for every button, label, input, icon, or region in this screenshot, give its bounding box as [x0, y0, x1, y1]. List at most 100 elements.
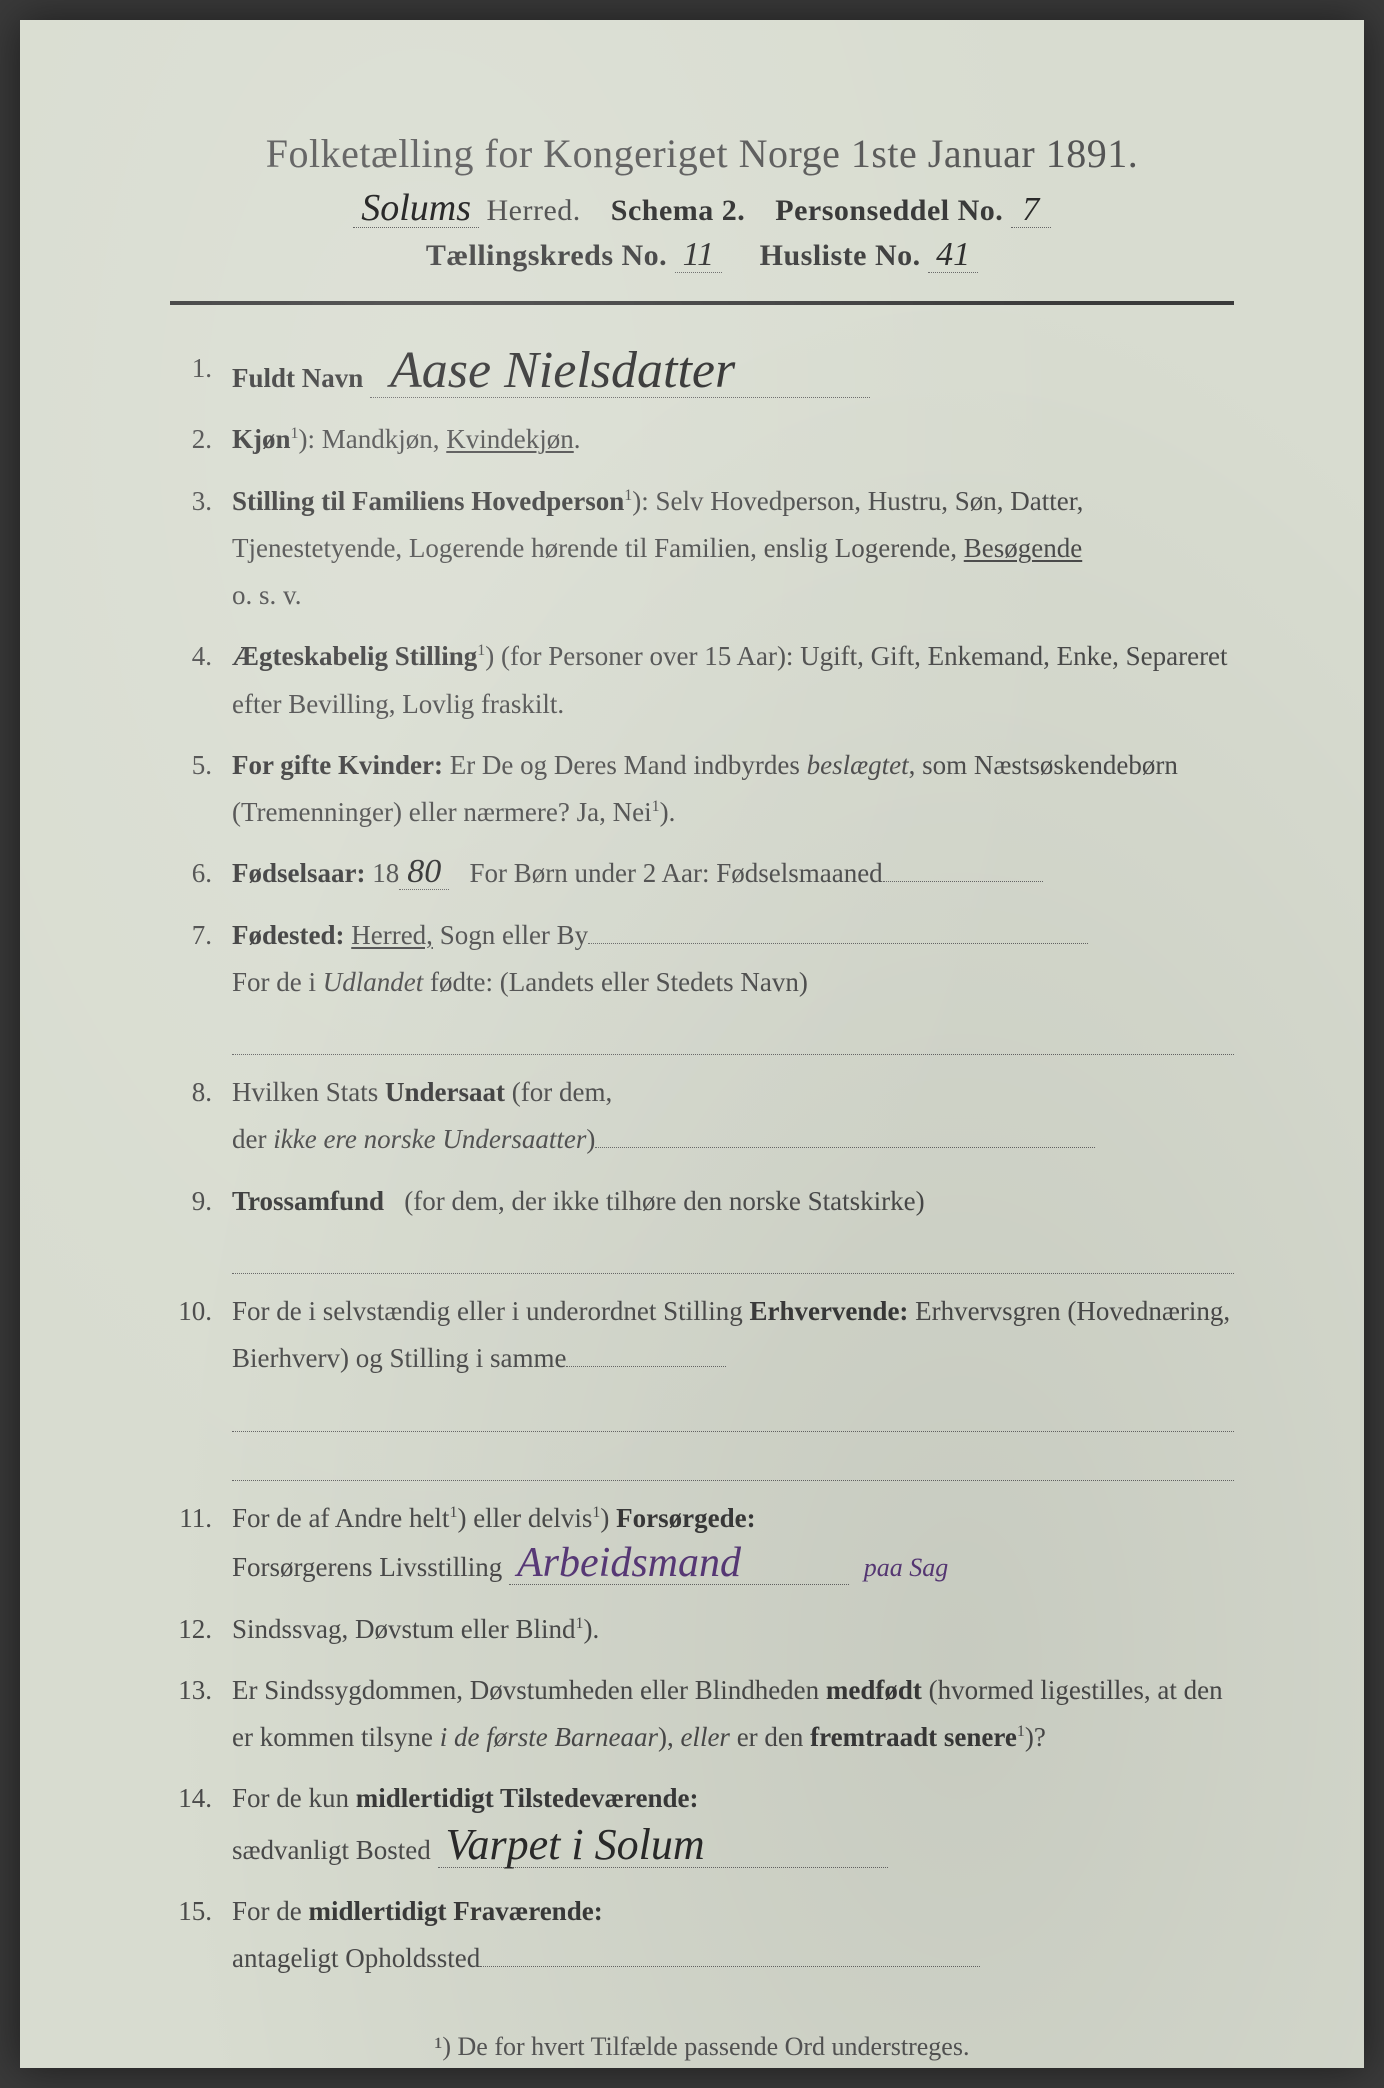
text: ) [586, 1124, 595, 1154]
bold-text: fremtraadt senere [810, 1722, 1017, 1752]
text: sædvanligt Bosted [232, 1835, 431, 1865]
text: Sindssvag, Døvstum eller Blind [232, 1614, 576, 1644]
text: For Børn under 2 Aar: Fødselsmaaned [469, 858, 882, 888]
item-11: 11. For de af Andre helt1) eller delvis1… [170, 1495, 1234, 1592]
item-2: 2. Kjøn1): Mandkjøn, Kvindekjøn. [170, 416, 1234, 463]
text: Sogn eller By [433, 920, 588, 950]
text: ), [658, 1722, 681, 1752]
item-number: 9. [170, 1178, 232, 1274]
blank-field [595, 1119, 1095, 1149]
herred-label: Herred. [487, 194, 581, 227]
text: o. s. v. [232, 580, 302, 610]
personseddel-value: 7 [1011, 193, 1051, 228]
item-number: 1. [170, 345, 232, 402]
item-body: Fødested: Herred, Sogn eller By For de i… [232, 912, 1234, 1056]
label-gifte-kvinder: For gifte Kvinder: [232, 750, 443, 780]
herred-value: Solums [353, 189, 479, 228]
item-number: 7. [170, 912, 232, 1056]
text: For de af Andre helt [232, 1503, 449, 1533]
blank-field [588, 914, 1088, 944]
item-number: 12. [170, 1606, 232, 1653]
item-body: Kjøn1): Mandkjøn, Kvindekjøn. [232, 416, 1234, 463]
label-fuldt-navn: Fuldt Navn [232, 363, 363, 393]
blank-line [232, 1012, 1234, 1055]
item-body: Er Sindssygdommen, Døvstumheden eller Bl… [232, 1667, 1234, 1762]
blank-field [883, 853, 1043, 883]
item-number: 11. [170, 1495, 232, 1592]
text-italic: i de første Barneaar [440, 1722, 658, 1752]
text: Hvilken Stats [232, 1077, 385, 1107]
footnote-marker: ¹) [435, 2032, 451, 2061]
item-body: For de af Andre helt1) eller delvis1) Fo… [232, 1495, 1234, 1592]
text-italic: eller [680, 1722, 729, 1752]
item-body: Hvilken Stats Undersaat (for dem, der ik… [232, 1069, 1234, 1164]
item-12: 12. Sindssvag, Døvstum eller Blind1). [170, 1606, 1234, 1653]
item-9: 9. Trossamfund (for dem, der ikke tilhør… [170, 1178, 1234, 1274]
text: der [232, 1124, 273, 1154]
item-number: 15. [170, 1888, 232, 1983]
kreds-label: Tællingskreds No. [426, 239, 667, 272]
label-tilstedevaerende: midlertidigt Tilstedeværende: [356, 1783, 699, 1813]
text: Forsørgerens Livsstilling [232, 1552, 502, 1582]
item-number: 13. [170, 1667, 232, 1762]
item-number: 2. [170, 416, 232, 463]
item-body: For de kun midlertidigt Tilstedeværende:… [232, 1775, 1234, 1874]
text: (for dem, [505, 1077, 612, 1107]
item-body: For de i selvstændig eller i underordnet… [232, 1288, 1234, 1481]
selected-herred: Herred, [351, 920, 433, 950]
main-title: Folketælling for Kongeriget Norge 1ste J… [170, 130, 1234, 177]
bosted-value: Varpet i Solum [438, 1823, 888, 1868]
text: Er De og Deres Mand indbyrdes [450, 750, 807, 780]
blank-line [232, 1438, 1234, 1481]
item-body: For gifte Kvinder: Er De og Deres Mand i… [232, 742, 1234, 837]
item-number: 10. [170, 1288, 232, 1481]
item-body: Ægteskabelig Stilling1) (for Personer ov… [232, 633, 1234, 728]
item-7: 7. Fødested: Herred, Sogn eller By For d… [170, 912, 1234, 1056]
item-10: 10. For de i selvstændig eller i underor… [170, 1288, 1234, 1481]
kreds-value: 11 [675, 238, 722, 273]
blank-line [232, 1389, 1234, 1432]
text: For de i selvstændig eller i underordnet… [232, 1296, 749, 1326]
subtitle-row-2: Tællingskreds No. 11 Husliste No. 41 [170, 238, 1234, 273]
selected-kvindekjon: Kvindekjøn [446, 424, 574, 454]
item-14: 14. For de kun midlertidigt Tilstedevære… [170, 1775, 1234, 1874]
text: For de i [232, 967, 323, 997]
item-5: 5. For gifte Kvinder: Er De og Deres Man… [170, 742, 1234, 837]
footnote-text: De for hvert Tilfælde passende Ord under… [458, 2032, 970, 2061]
text: Er Sindssygdommen, Døvstumheden eller Bl… [232, 1675, 826, 1705]
item-body: Fødselsaar: 1880 For Børn under 2 Aar: F… [232, 850, 1234, 897]
label-forsorgede: Forsørgede: [616, 1503, 755, 1533]
text: fødte: (Landets eller Stedets Navn) [423, 967, 808, 997]
year-prefix: 18 [372, 858, 399, 888]
label-fravaerende: midlertidigt Fraværende: [309, 1896, 603, 1926]
census-form-page: Folketælling for Kongeriget Norge 1ste J… [20, 20, 1364, 2068]
text: For de kun [232, 1783, 356, 1813]
text: (for dem, der ikke tilhøre den norske St… [404, 1186, 924, 1216]
livsstilling-value: Arbeidsmand [509, 1542, 849, 1585]
item-body: Stilling til Familiens Hovedperson1): Se… [232, 478, 1234, 620]
item-number: 4. [170, 633, 232, 728]
label-stilling: Stilling til Familiens Hovedperson [232, 486, 624, 516]
item-body: For de midlertidigt Fraværende: antageli… [232, 1888, 1234, 1983]
item-number: 5. [170, 742, 232, 837]
blank-line [232, 1231, 1234, 1274]
label-erhvervende: Erhvervende: [749, 1296, 908, 1326]
label-fodselsaar: Fødselsaar: [232, 858, 365, 888]
item-3: 3. Stilling til Familiens Hovedperson1):… [170, 478, 1234, 620]
item-body: Sindssvag, Døvstum eller Blind1). [232, 1606, 1234, 1653]
text: Mandkjøn, [322, 424, 447, 454]
item-6: 6. Fødselsaar: 1880 For Børn under 2 Aar… [170, 850, 1234, 897]
text: eller delvis [466, 1503, 592, 1533]
item-15: 15. For de midlertidigt Fraværende: anta… [170, 1888, 1234, 1983]
item-4: 4. Ægteskabelig Stilling1) (for Personer… [170, 633, 1234, 728]
header-rule [170, 301, 1234, 305]
livsstilling-suffix: paa Sag [856, 1555, 957, 1581]
item-number: 14. [170, 1775, 232, 1874]
text: For de [232, 1896, 309, 1926]
label-trossamfund: Trossamfund [232, 1186, 384, 1216]
text-italic: Udlandet [323, 967, 424, 997]
item-body: Fuldt Navn Aase Nielsdatter [232, 345, 1234, 402]
item-number: 8. [170, 1069, 232, 1164]
footnote: ¹) De for hvert Tilfælde passende Ord un… [170, 2032, 1234, 2062]
label-aegteskab: Ægteskabelig Stilling [232, 641, 477, 671]
